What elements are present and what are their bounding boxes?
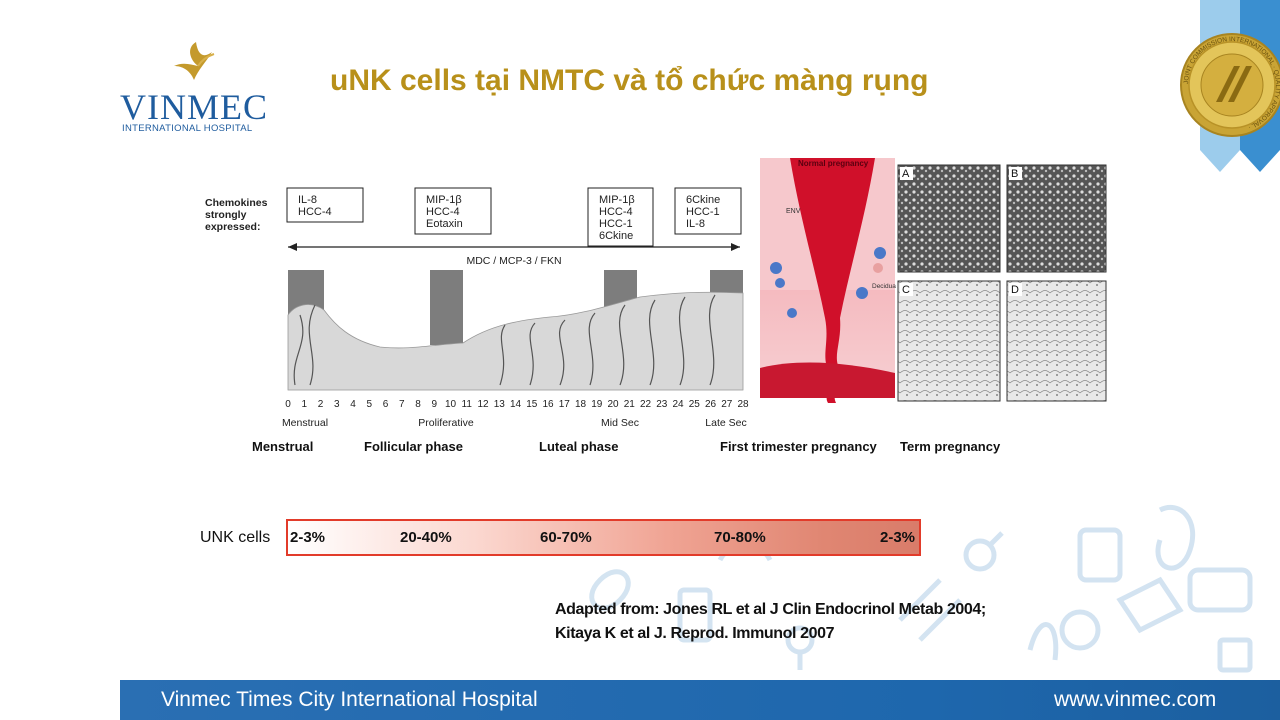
chemokine-name: Eotaxin (426, 218, 463, 230)
phase-luteal: Luteal phase (539, 439, 619, 454)
unk-gradient-bar (286, 519, 921, 556)
day-tick-label: 27 (721, 399, 733, 410)
day-tick-label: 0 (285, 399, 291, 410)
menstrual-cycle-figure: Chemokines strongly expressed: IL-8 HCC-4 MI… (200, 175, 755, 435)
panel-letter: D (1011, 284, 1019, 296)
chemokine-name: HCC-4 (298, 206, 332, 218)
panel-letter-bg (900, 283, 913, 296)
unk-value-term: 2-3% (880, 529, 916, 546)
day-tick-label: 3 (334, 399, 340, 410)
panel-letter: A (902, 168, 910, 180)
stage-label: Proliferative (418, 417, 474, 429)
day-tick-label: 11 (462, 399, 473, 410)
unk-value-follicular: 20-40% (400, 529, 452, 546)
logo-wordmark: VINMEC (120, 87, 268, 127)
day-tick-label: 25 (689, 399, 701, 410)
panel-letter-bg (1009, 167, 1022, 180)
arrow-label: MDC / MCP-3 / FKN (466, 255, 561, 267)
background-medical-icons (589, 504, 1253, 673)
jci-quality-approval-seal-icon: JOINT COMMISSION INTERNATIONAL · QUALITY… (1172, 0, 1280, 172)
unk-value-luteal: 60-70% (540, 529, 592, 546)
day-tick-label: 9 (431, 399, 437, 410)
reference-citation: Adapted from: Jones RL et al J Clin Endo… (555, 598, 986, 646)
endometrium-tissue (287, 270, 744, 391)
day-tick-label: 21 (624, 399, 636, 410)
panel-letter: B (1011, 168, 1018, 180)
chemokines-side-label: Chemokines (205, 197, 268, 209)
chemokine-name: HCC-1 (599, 218, 633, 230)
day-tick-label: 18 (575, 399, 587, 410)
footer-hospital-name: Vinmec Times City International Hospital (161, 688, 538, 711)
phase-menstrual: Menstrual (252, 439, 314, 454)
day-tick-label: 19 (591, 399, 603, 410)
day-tick-label: 23 (656, 399, 668, 410)
chemokine-name: 6Ckine (686, 194, 720, 206)
chemokine-name: HCC-4 (599, 206, 633, 218)
day-tick-label: 20 (607, 399, 619, 410)
day-tick-label: 17 (559, 399, 571, 410)
chemokine-name: IL-8 (686, 218, 705, 230)
chemokine-name: IL-8 (298, 194, 317, 206)
chemokine-name: MIP-1β (599, 194, 635, 206)
unk-value-first-trimester: 70-80% (714, 529, 766, 546)
reference-line-1: Adapted from: Jones RL et al J Clin Endo… (555, 601, 986, 618)
day-tick-label: 14 (510, 399, 522, 410)
footer-bar (120, 680, 1280, 720)
day-tick-label: 7 (399, 399, 405, 410)
decidua-illustration: Normal pregnancy ENV Decidua A B C D (760, 158, 1107, 403)
chemokine-box (587, 187, 654, 247)
reference-line-2: Kitaya K et al J. Reprod. Immunol 2007 (555, 625, 835, 642)
vinmec-logo: VINMEC INTERNATIONAL HOSPITAL (112, 40, 282, 135)
jci-badge: JOINT COMMISSION INTERNATIONAL · QUALITY… (1140, 0, 1280, 175)
normal-pregnancy-label: Normal pregnancy (798, 159, 869, 168)
chemokine-name: 6Ckine (599, 230, 633, 242)
day-tick-label: 13 (494, 399, 506, 410)
immune-cells (770, 247, 886, 318)
chemokines-side-label: strongly (205, 209, 247, 221)
phase-follicular: Follicular phase (364, 439, 463, 454)
day-tick-label: 28 (737, 399, 749, 410)
day-tick-label: 26 (705, 399, 717, 410)
footer-website-link[interactable]: www.vinmec.com (1054, 688, 1217, 711)
pregnancy-decidua-figure: Normal pregnancy ENV Decidua A B C D (760, 158, 1110, 403)
day-tick-label: 24 (672, 399, 684, 410)
chemokine-name: HCC-4 (426, 206, 460, 218)
stage-label: Mid Sec (601, 417, 639, 429)
stage-label: Menstrual (282, 417, 328, 429)
panel-letter-bg (1009, 283, 1022, 296)
phase-term: Term pregnancy (900, 439, 1001, 454)
micrograph-panels (897, 164, 1107, 402)
chemokine-box (286, 187, 364, 223)
day-tick-label: 12 (477, 399, 489, 410)
chemokine-box (414, 187, 492, 235)
panel-letter-bg (900, 167, 913, 180)
day-tick-label: 4 (350, 399, 356, 410)
chemokines-side-label: expressed: (205, 221, 260, 233)
logo-subtitle: INTERNATIONAL HOSPITAL (122, 123, 253, 134)
day-tick-label: 16 (542, 399, 554, 410)
unk-cells-label: UNK cells (200, 529, 271, 546)
slide-title: uNK cells tại NMTC và tổ chức màng rụng (330, 64, 929, 97)
day-tick-label: 2 (318, 399, 324, 410)
day-tick-label: 15 (526, 399, 538, 410)
chemokine-box (674, 187, 742, 235)
day-tick-label: 22 (640, 399, 652, 410)
day-tick-label: 10 (445, 399, 457, 410)
mdc-arrow: MDC / MCP-3 / FKN (288, 243, 740, 267)
env-label: ENV (786, 208, 801, 215)
day-tick-label: 1 (301, 399, 307, 410)
unk-value-menstrual: 2-3% (290, 529, 326, 546)
phase-first-trimester: First trimester pregnancy (720, 439, 877, 454)
decidua-label: Decidua (872, 283, 896, 290)
day-tick-label: 5 (366, 399, 372, 410)
phoenix-icon (174, 42, 215, 80)
panel-letter: C (902, 284, 910, 296)
day-tick-label: 6 (383, 399, 389, 410)
chemokine-name: MIP-1β (426, 194, 462, 206)
chemokine-name: HCC-1 (686, 206, 720, 218)
stage-label: Late Sec (705, 417, 746, 429)
day-tick-label: 8 (415, 399, 421, 410)
